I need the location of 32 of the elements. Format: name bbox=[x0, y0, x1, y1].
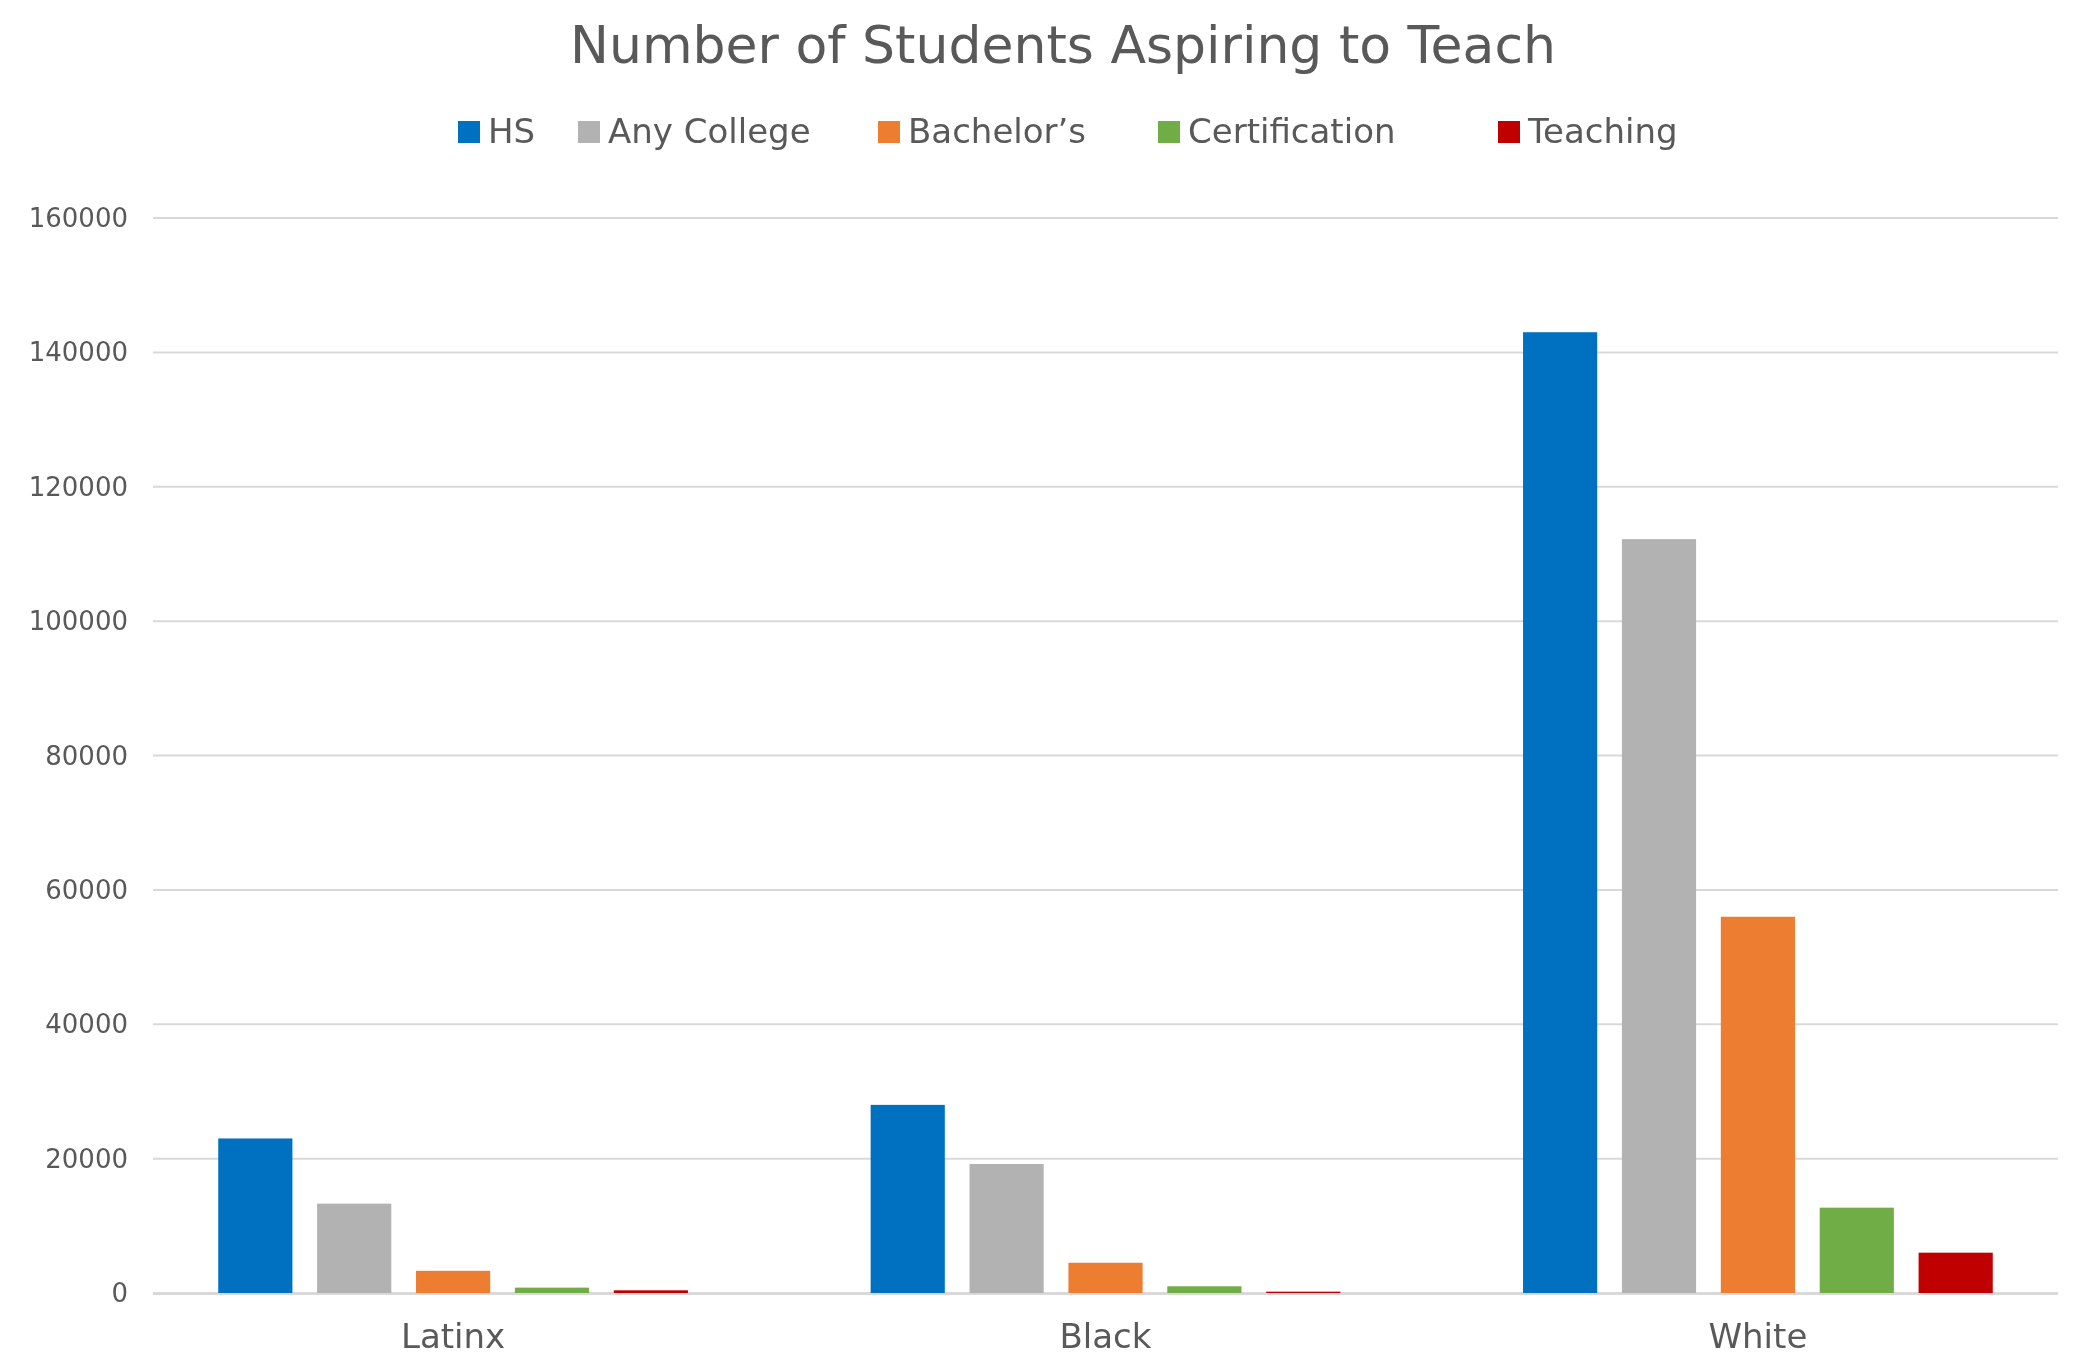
bar bbox=[514, 1287, 590, 1293]
bar bbox=[969, 1164, 1044, 1293]
x-tick-label: Black bbox=[1059, 1316, 1152, 1356]
bar bbox=[1918, 1252, 1993, 1293]
y-tick-label: 60000 bbox=[45, 874, 128, 905]
bar bbox=[1167, 1286, 1242, 1293]
y-tick-label: 20000 bbox=[45, 1143, 128, 1174]
bar bbox=[1068, 1262, 1143, 1293]
bar bbox=[1523, 332, 1598, 1293]
x-tick-label: Latinx bbox=[400, 1316, 506, 1356]
legend-label: HS bbox=[488, 111, 536, 151]
bar bbox=[870, 1104, 945, 1293]
bar bbox=[1621, 539, 1697, 1293]
bar bbox=[613, 1290, 688, 1293]
y-tick-label: 140000 bbox=[28, 337, 128, 368]
legend-label: Bachelor’s bbox=[908, 111, 1087, 151]
legend-label: Any College bbox=[608, 111, 811, 151]
y-tick-label: 80000 bbox=[45, 740, 128, 771]
y-tick-label: 40000 bbox=[45, 1009, 128, 1040]
bar bbox=[416, 1270, 491, 1293]
bar bbox=[317, 1203, 392, 1293]
y-tick-label: 120000 bbox=[28, 471, 128, 502]
legend-label: Teaching bbox=[1527, 111, 1678, 151]
y-tick-label: 100000 bbox=[28, 606, 128, 637]
chart-title: Number of Students Aspiring to Teach bbox=[570, 15, 1556, 75]
x-tick-label: White bbox=[1708, 1316, 1808, 1356]
legend-label: Certification bbox=[1188, 111, 1396, 151]
bar bbox=[1819, 1207, 1894, 1293]
y-tick-label: 0 bbox=[111, 1278, 128, 1309]
bar bbox=[1720, 916, 1795, 1293]
y-tick-label: 160000 bbox=[28, 203, 128, 234]
bar bbox=[218, 1138, 293, 1293]
